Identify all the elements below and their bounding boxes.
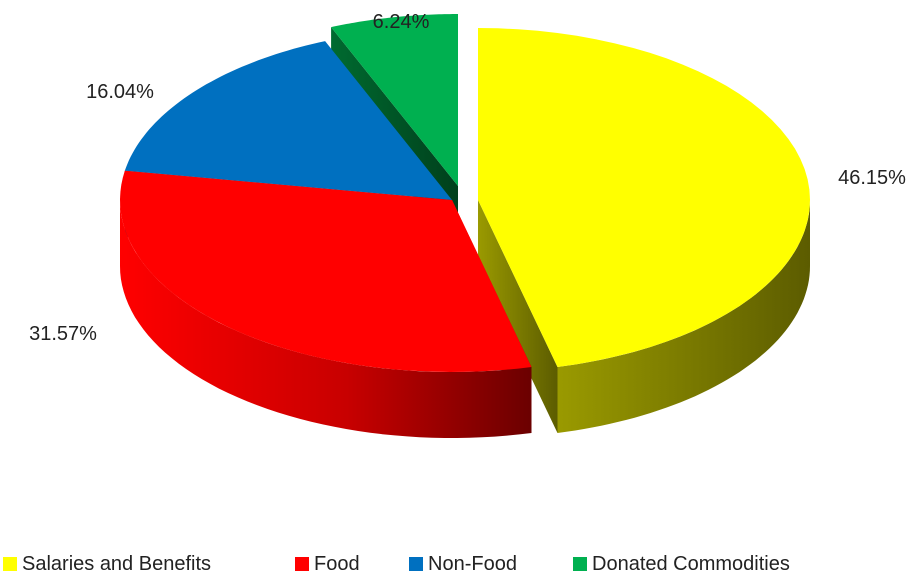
pie-slice-salaries bbox=[478, 28, 810, 367]
legend: Salaries and Benefits Food Non-Food Dona… bbox=[0, 549, 909, 579]
pie-slice-rim-food bbox=[120, 200, 532, 438]
legend-label-donated: Donated Commodities bbox=[592, 552, 790, 575]
legend-label-non-food: Non-Food bbox=[428, 552, 517, 575]
legend-item-salaries: Salaries and Benefits bbox=[3, 549, 211, 579]
legend-item-donated: Donated Commodities bbox=[573, 549, 790, 579]
data-label-donated: 6.24% bbox=[373, 11, 430, 33]
data-label-food: 31.57% bbox=[29, 323, 97, 345]
legend-swatch-donated bbox=[573, 557, 587, 571]
pie-slice-food bbox=[120, 170, 532, 372]
legend-swatch-food bbox=[295, 557, 309, 571]
pie-slice-side-salaries bbox=[478, 200, 558, 433]
pie-slice-donated bbox=[331, 14, 458, 186]
pie-slice-non-food bbox=[124, 41, 453, 200]
data-label-non-food: 16.04% bbox=[86, 81, 154, 103]
pie-slice-rim-salaries bbox=[557, 200, 810, 433]
legend-item-food: Food bbox=[295, 549, 360, 579]
data-label-salaries: 46.15% bbox=[838, 167, 906, 189]
legend-swatch-non-food bbox=[409, 557, 423, 571]
legend-label-food: Food bbox=[314, 552, 360, 575]
legend-item-non-food: Non-Food bbox=[409, 549, 517, 579]
legend-label-salaries: Salaries and Benefits bbox=[22, 552, 212, 575]
pie-chart: 46.15% 31.57% 16.04% 6.24% bbox=[29, 11, 906, 438]
legend-swatch-salaries bbox=[3, 557, 17, 571]
